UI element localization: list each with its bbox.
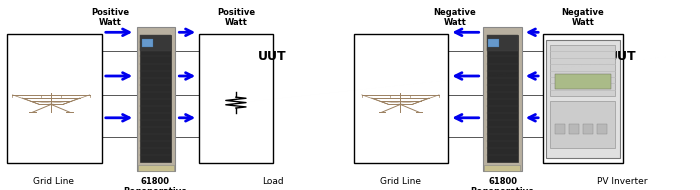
Bar: [542, 34, 623, 163]
Bar: [7, 34, 101, 163]
Bar: [550, 101, 615, 148]
Bar: [550, 45, 615, 97]
Bar: [354, 34, 448, 163]
Bar: [486, 35, 517, 51]
Text: Grid Line: Grid Line: [380, 177, 421, 186]
Bar: [199, 34, 273, 163]
Bar: [484, 165, 520, 171]
Bar: [136, 27, 175, 171]
Text: 61800
Regenerative
Grid Simulator: 61800 Regenerative Grid Simulator: [120, 177, 190, 190]
Bar: [140, 35, 171, 51]
Bar: [555, 124, 565, 134]
Bar: [582, 124, 593, 134]
Bar: [142, 39, 153, 47]
Text: Positive
Watt: Positive Watt: [91, 8, 129, 27]
Bar: [546, 40, 620, 158]
Bar: [569, 124, 579, 134]
Text: Grid Line: Grid Line: [34, 177, 74, 186]
Text: PV Inverter: PV Inverter: [597, 177, 648, 186]
Bar: [596, 124, 607, 134]
Text: 61800
Regenerative
Grid Simulator: 61800 Regenerative Grid Simulator: [468, 177, 538, 190]
Text: UUT: UUT: [608, 51, 637, 63]
Text: Negative
Watt: Negative Watt: [433, 8, 477, 27]
Bar: [489, 39, 499, 47]
Bar: [138, 165, 174, 171]
Text: Negative
Watt: Negative Watt: [561, 8, 604, 27]
Bar: [483, 27, 522, 171]
Text: Positive
Watt: Positive Watt: [217, 8, 256, 27]
Bar: [486, 35, 517, 162]
Text: Load: Load: [262, 177, 284, 186]
Bar: [555, 74, 610, 89]
Bar: [140, 35, 171, 162]
Text: UUT: UUT: [258, 51, 287, 63]
